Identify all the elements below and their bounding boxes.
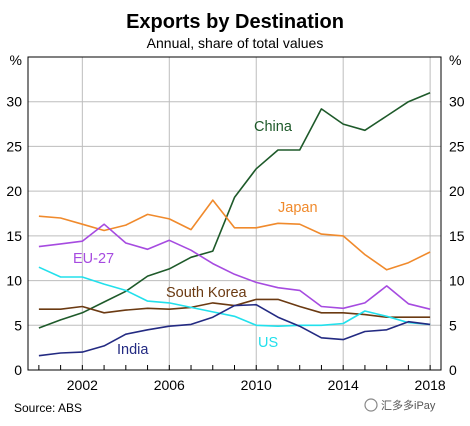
y-tick-label-left: 5 [14,317,22,333]
y-tick-label-right: 20 [449,183,465,199]
series-line-us [38,266,431,328]
axis-labels: 0 0 5 5 10 10 15 15 20 20 25 25 30 30% % 2002 2006 2010 20… [6,52,464,393]
y-tick-label-right: 0 [449,362,457,378]
tick-marks [38,365,431,370]
y-tick-label-left: 0 [14,362,22,378]
series-line-india [38,303,431,357]
y-tick-label-left: 30 [6,94,22,110]
y-tick-label-right: 5 [449,317,457,333]
x-tick-label: 2010 [241,377,272,393]
y-tick-label-right: 30 [449,94,465,110]
y-tick-label-left: 20 [6,183,22,199]
series-label-india: India [117,342,149,358]
chart-title: Exports by Destination [126,11,344,33]
x-tick-label: 2002 [67,377,98,393]
y-unit-left: % [10,52,22,68]
gridlines [28,57,441,370]
y-unit-right: % [449,52,461,68]
plot-frame [27,56,442,371]
series-label-eu-27: EU-27 [73,251,114,267]
x-tick-label: 2018 [415,377,446,393]
y-tick-label-right: 15 [449,228,465,244]
y-tick-label-left: 10 [6,273,22,289]
series-line-china [38,92,431,329]
y-tick-label-right: 10 [449,273,465,289]
series-label-china: China [254,119,293,135]
wechat-icon [364,398,378,412]
series-labels: China Japan EU-27 South Korea US India [73,119,318,358]
series-label-south-korea: South Korea [166,285,248,301]
series-label-us: US [258,335,278,351]
watermark: 汇多多iPay [364,398,436,412]
series-label-japan: Japan [278,200,318,216]
y-tick-label-left: 15 [6,228,22,244]
x-tick-label: 2014 [328,377,359,393]
x-tick-label: 2006 [154,377,185,393]
series-line-south-korea [38,298,431,319]
watermark-text: 汇多多iPay [381,398,436,412]
y-tick-label-right: 25 [449,138,465,154]
series-line-eu-27 [38,223,431,310]
source-note: Source: ABS [14,401,82,415]
chart-subtitle: Annual, share of total values [147,35,324,51]
series-lines [38,92,431,357]
y-tick-label-left: 25 [6,138,22,154]
series-line-japan [38,199,431,271]
